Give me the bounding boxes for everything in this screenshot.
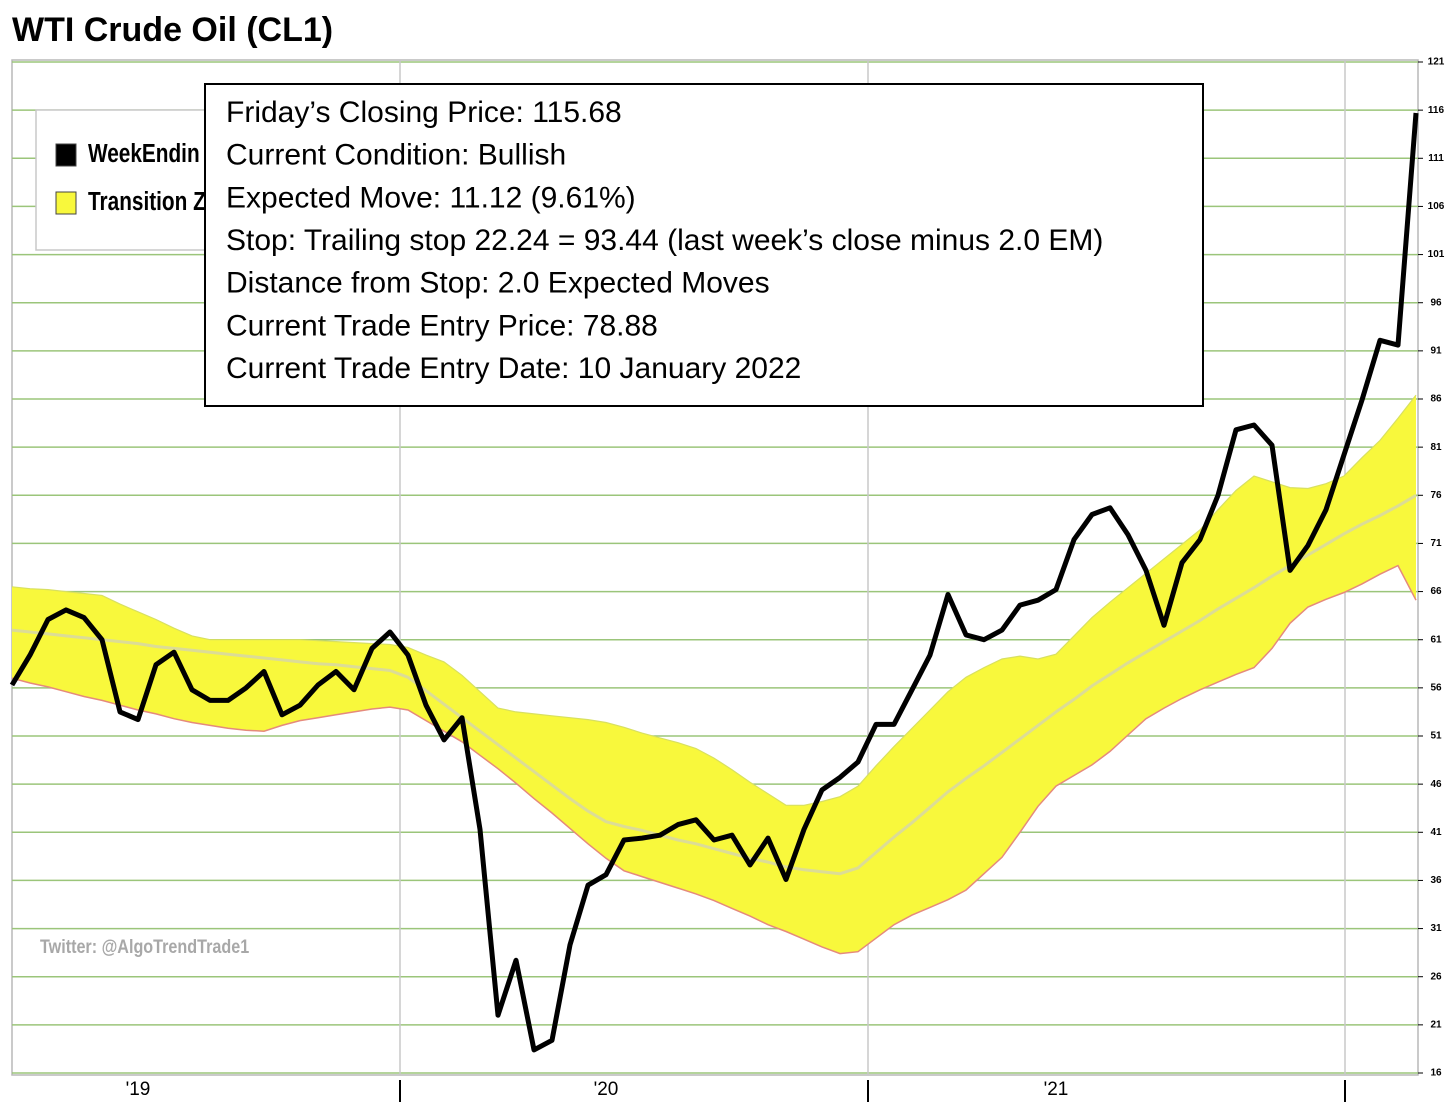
x-tick-label: '20	[594, 1079, 619, 1100]
y-tick-label: 36	[1430, 875, 1442, 886]
legend-label: Transition Z	[88, 187, 206, 216]
x-tick-label: '21	[1044, 1079, 1069, 1100]
y-tick-label: 21	[1430, 1019, 1442, 1030]
y-tick-label: 96	[1430, 297, 1442, 308]
price-line	[9, 112, 1419, 1053]
y-tick-label: 31	[1430, 923, 1442, 934]
y-tick-label: 46	[1430, 779, 1442, 790]
y-tick-label: 81	[1430, 442, 1442, 453]
x-tick-label: '19	[126, 1079, 151, 1100]
y-tick-label: 26	[1430, 971, 1442, 982]
info-line: Expected Move: 11.12 (9.61%)	[226, 181, 636, 214]
y-tick-label: 116	[1428, 105, 1445, 116]
info-line: Distance from Stop: 2.0 Expected Moves	[226, 267, 770, 300]
y-tick-label: 56	[1430, 682, 1442, 693]
y-tick-label: 66	[1430, 586, 1442, 597]
y-tick-label: 121	[1428, 57, 1445, 68]
plot-frame	[11, 59, 1419, 1076]
y-tick-label: 76	[1430, 490, 1442, 501]
legend-box	[35, 109, 237, 251]
info-line: Friday’s Closing Price: 115.68	[226, 96, 622, 129]
y-tick-label: 106	[1428, 201, 1445, 212]
band-upper-edge	[11, 394, 1417, 806]
band-lower-edge	[11, 564, 1417, 955]
y-tick-label: 91	[1430, 345, 1442, 356]
y-tick-label: 101	[1428, 249, 1445, 260]
chart-title: WTI Crude Oil (CL1)	[12, 11, 333, 49]
info-line: Current Condition: Bullish	[226, 139, 566, 172]
y-tick-label: 41	[1430, 827, 1442, 838]
mid-line	[11, 494, 1417, 876]
info-line: Stop: Trailing stop 22.24 = 93.44 (last …	[226, 224, 1103, 257]
y-tick-label: 111	[1428, 153, 1444, 164]
info-box	[204, 83, 1204, 407]
y-tick-label: 16	[1430, 1068, 1442, 1079]
y-tick-label: 61	[1430, 634, 1442, 645]
y-tick-label: 71	[1430, 538, 1442, 549]
y-tick-label: 86	[1430, 394, 1442, 405]
info-line: Current Trade Entry Price: 78.88	[226, 309, 658, 342]
legend-swatch	[55, 191, 77, 215]
legend-swatch	[55, 143, 77, 167]
y-tick-label: 51	[1430, 731, 1442, 742]
info-line: Current Trade Entry Date: 10 January 202…	[226, 352, 801, 385]
legend-label: WeekEndin	[88, 139, 200, 168]
watermark: Twitter: @AlgoTrendTrade1	[40, 936, 249, 958]
